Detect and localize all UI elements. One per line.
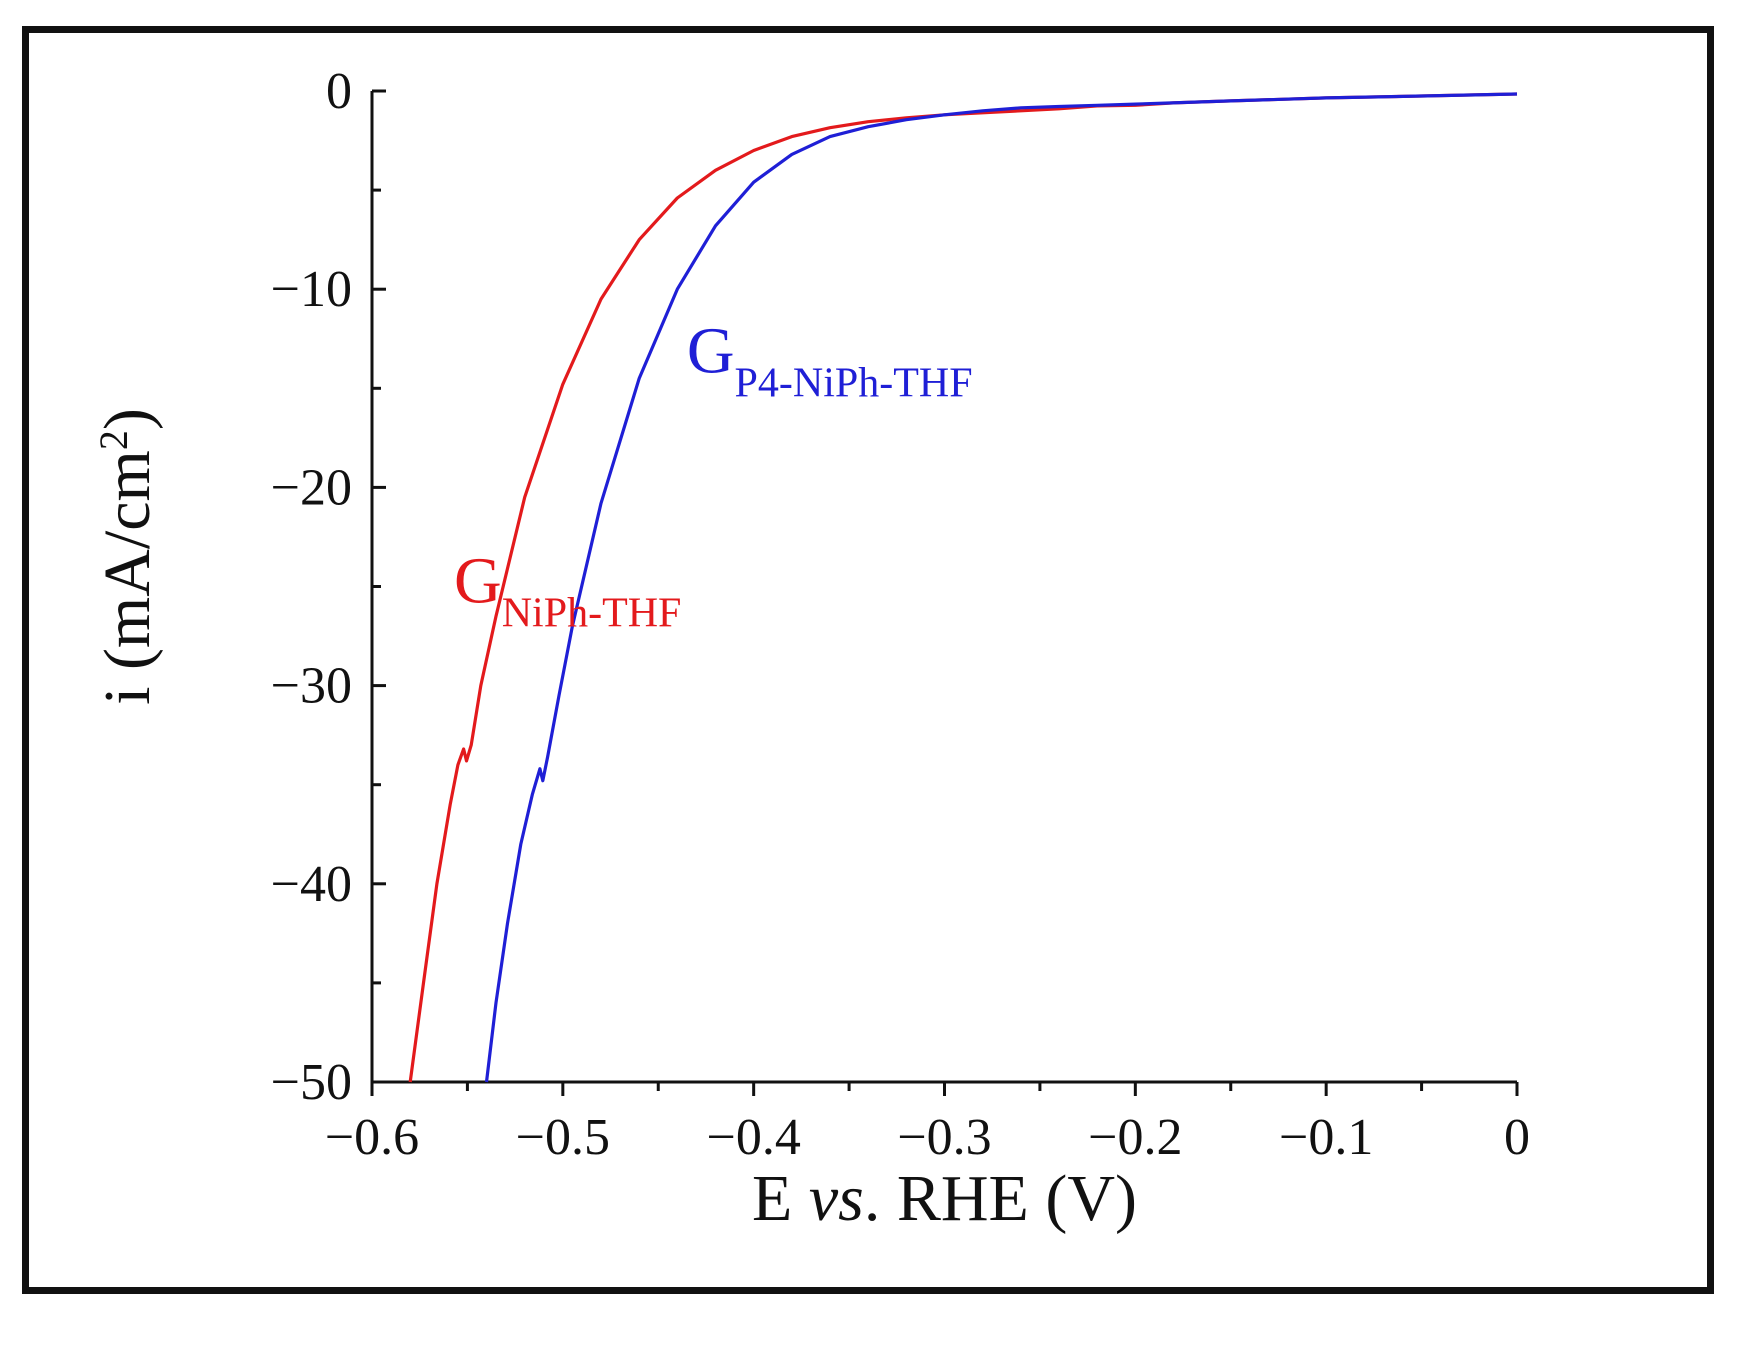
series-label-main: G bbox=[454, 544, 502, 617]
y-tick-label: −40 bbox=[271, 856, 352, 913]
series-label-sub: NiPh-THF bbox=[502, 590, 682, 636]
series-label-sub: P4-NiPh-THF bbox=[735, 360, 973, 406]
series-label-main: G bbox=[687, 314, 735, 387]
x-tick-label: −0.4 bbox=[707, 1109, 801, 1166]
x-axis-title-rest: . RHE (V) bbox=[864, 1162, 1137, 1235]
y-tick-label: −10 bbox=[271, 261, 352, 318]
x-tick-label: 0 bbox=[1504, 1109, 1530, 1166]
x-tick-label: −0.5 bbox=[516, 1109, 610, 1166]
y-tick-label: −50 bbox=[271, 1054, 352, 1111]
polarization-chart: −0.6 −0.5 −0.4 −0.3 −0.2 −0.1 0 0 −10 −20 −30 −40 −… bbox=[91, 63, 1531, 1235]
x-axis-title-italic: vs bbox=[809, 1162, 864, 1235]
y-axis-ticks: 0 −10 −20 −30 −40 −50 bbox=[271, 63, 386, 1111]
series-line-g_p4-niph-thf bbox=[484, 92, 1518, 1083]
y-tick-label: −30 bbox=[271, 658, 352, 715]
x-axis-title: E vs. RHE (V) bbox=[752, 1162, 1137, 1235]
x-axis-ticks: −0.6 −0.5 −0.4 −0.3 −0.2 −0.1 0 bbox=[325, 1082, 1530, 1166]
series-layer bbox=[408, 92, 1518, 1083]
y-axis-title: i (mA/cm2) bbox=[91, 408, 165, 705]
y-axis-title-close: ) bbox=[91, 408, 164, 430]
figure-frame: −0.6 −0.5 −0.4 −0.3 −0.2 −0.1 0 0 −10 −20 −30 −40 −… bbox=[22, 26, 1714, 1294]
y-tick-label: 0 bbox=[326, 63, 352, 120]
y-axis-title-main: i (mA/cm bbox=[91, 450, 164, 705]
series-label-g_p4-niph-thf: GP4-NiPh-THF bbox=[687, 314, 973, 406]
series-line-g_niph-thf bbox=[408, 92, 1518, 1083]
x-tick-label: −0.2 bbox=[1088, 1109, 1182, 1166]
axes bbox=[370, 91, 1517, 1084]
x-tick-label: −0.6 bbox=[325, 1109, 419, 1166]
series-label-g_niph-thf: GNiPh-THF bbox=[454, 544, 681, 636]
x-tick-label: −0.3 bbox=[897, 1109, 991, 1166]
x-tick-label: −0.1 bbox=[1279, 1109, 1373, 1166]
y-axis-title-sup: 2 bbox=[91, 430, 136, 450]
y-tick-label: −20 bbox=[271, 459, 352, 516]
x-axis-title-main: E bbox=[752, 1162, 809, 1235]
